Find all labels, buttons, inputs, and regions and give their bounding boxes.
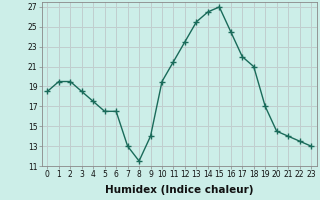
X-axis label: Humidex (Indice chaleur): Humidex (Indice chaleur) (105, 185, 253, 195)
